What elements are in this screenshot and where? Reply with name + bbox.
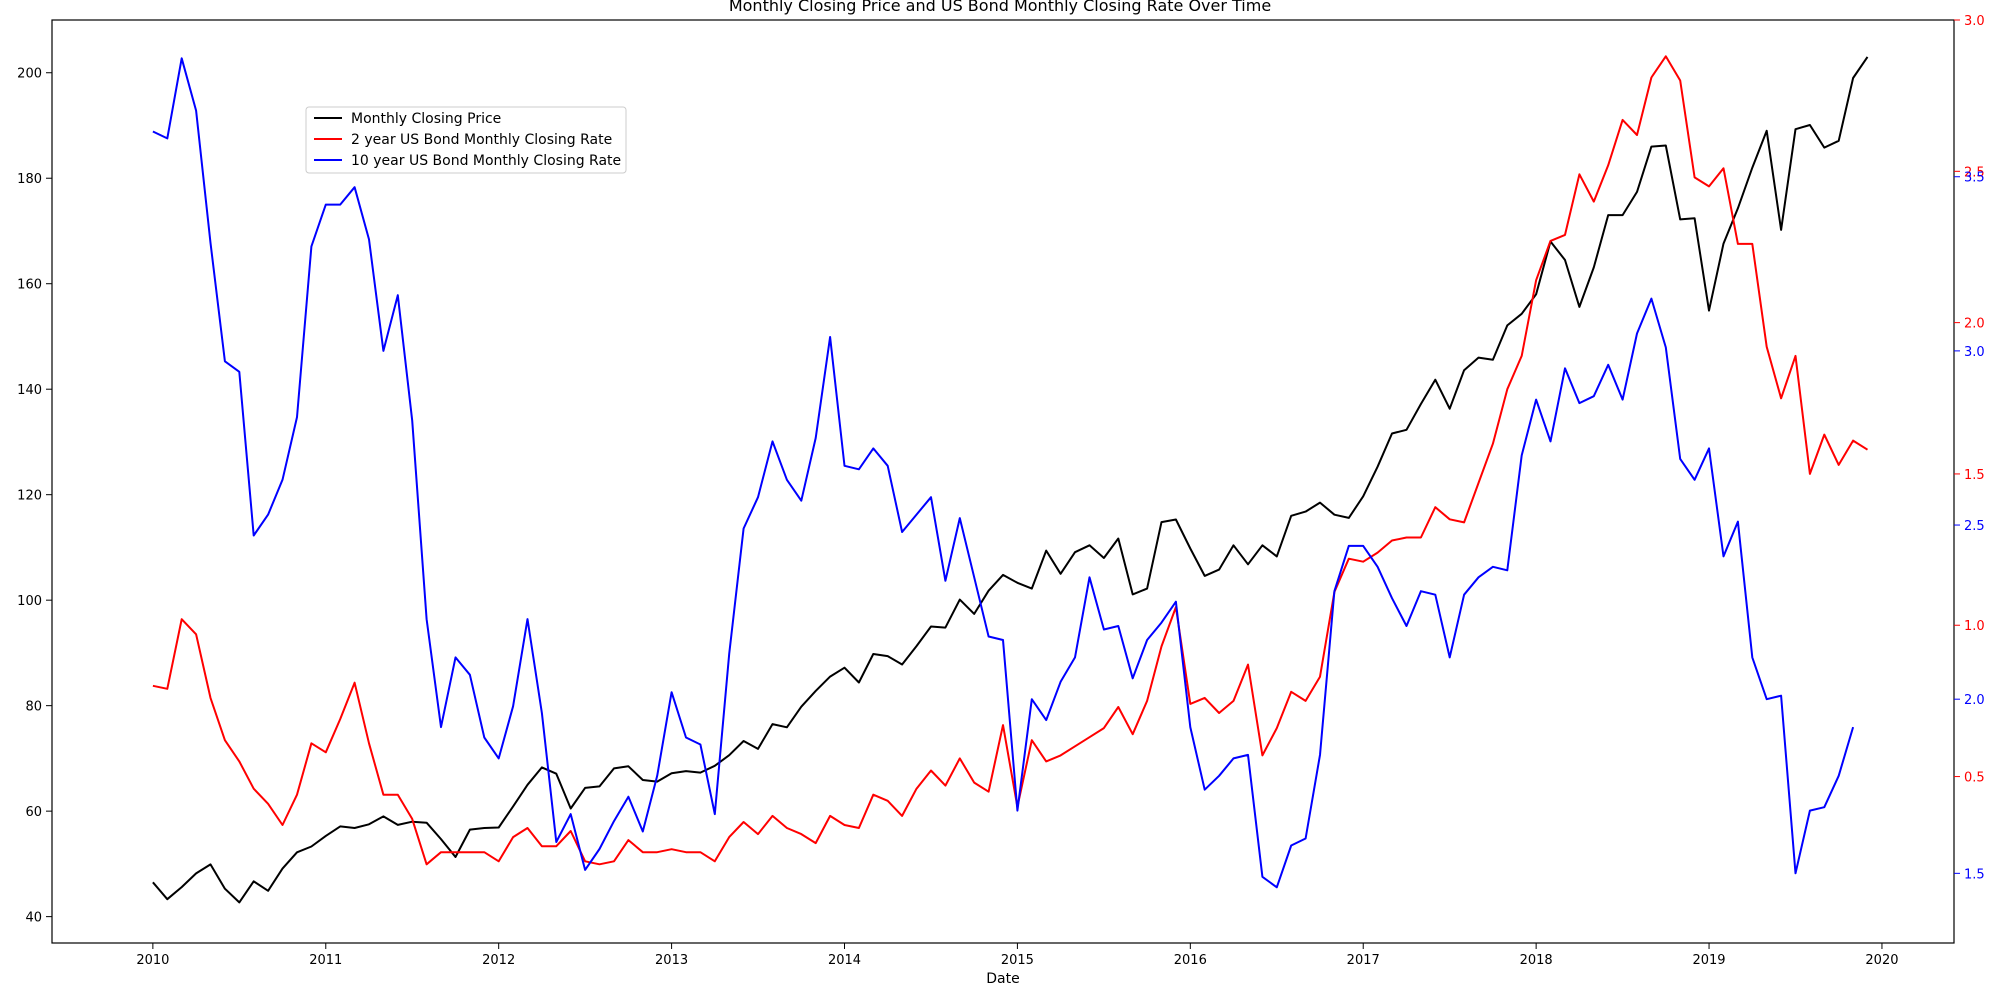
y-left-tick-label: 140 bbox=[17, 383, 42, 398]
x-tick-label: 2018 bbox=[1520, 953, 1553, 968]
y-right-tick-label: 1.5 bbox=[1964, 867, 1985, 882]
y-axis-right-10y: 1.5 2.0 2.5 3.0 3.5 bbox=[1954, 171, 1985, 882]
x-tick-label: 2012 bbox=[482, 953, 515, 968]
x-tick-label: 2015 bbox=[1001, 953, 1034, 968]
x-tick-label: 2010 bbox=[136, 953, 169, 968]
x-axis-label: Date bbox=[986, 971, 1019, 987]
x-tick-label: 2016 bbox=[1174, 953, 1207, 968]
y-right-tick-label: 2.5 bbox=[1964, 165, 1985, 180]
y-left-tick-label: 100 bbox=[17, 594, 42, 609]
series-layer bbox=[152, 55, 1869, 904]
y-axis-left: 40 60 80 100 120 140 160 180 200 bbox=[17, 67, 52, 926]
series-line-0 bbox=[152, 56, 1869, 904]
plot-area bbox=[51, 19, 1955, 944]
x-tick-label: 2019 bbox=[1692, 953, 1725, 968]
chart-title: Monthly Closing Price and US Bond Monthl… bbox=[729, 0, 1271, 15]
x-tick-label: 2014 bbox=[828, 953, 861, 968]
y-left-tick-label: 60 bbox=[25, 805, 42, 820]
y-right-tick-label: 1.0 bbox=[1964, 619, 1985, 634]
y-left-tick-label: 40 bbox=[25, 911, 42, 926]
y-right-tick-label: 3.0 bbox=[1964, 14, 1985, 29]
y-right-tick-label: 3.0 bbox=[1964, 345, 1985, 360]
x-tick-label: 2013 bbox=[655, 953, 688, 968]
y-right-tick-label: 1.5 bbox=[1964, 468, 1985, 483]
y-right-tick-label: 3.5 bbox=[1964, 171, 1985, 186]
y-left-tick-label: 160 bbox=[17, 278, 42, 293]
y-left-tick-label: 180 bbox=[17, 172, 42, 187]
x-tick-label: 2011 bbox=[309, 953, 342, 968]
y-right-tick-label: 2.0 bbox=[1964, 317, 1985, 332]
y-right-tick-label: 0.5 bbox=[1964, 771, 1985, 786]
y-right-tick-label: 2.0 bbox=[1964, 693, 1985, 708]
y-axis-right-2y: 0.5 1.0 1.5 2.0 2.5 3.0 bbox=[1954, 14, 1985, 786]
legend-entry: 2 year US Bond Monthly Closing Rate bbox=[351, 132, 612, 148]
series-line-1 bbox=[152, 55, 1869, 866]
legend: Monthly Closing Price 2 year US Bond Mont… bbox=[305, 106, 627, 174]
legend-entry: Monthly Closing Price bbox=[351, 111, 501, 127]
y-left-tick-label: 200 bbox=[17, 67, 42, 82]
y-right-tick-label: 2.5 bbox=[1964, 519, 1985, 534]
x-axis: 2010 2011 2012 2013 2014 2015 2016 2017 2018 2019… bbox=[136, 943, 1899, 968]
y-left-tick-label: 120 bbox=[17, 489, 42, 504]
x-tick-label: 2017 bbox=[1347, 953, 1380, 968]
legend-box bbox=[305, 106, 627, 174]
series-line-2 bbox=[152, 57, 1855, 889]
x-tick-label: 2020 bbox=[1865, 953, 1898, 968]
legend-entry: 10 year US Bond Monthly Closing Rate bbox=[351, 153, 621, 169]
y-left-tick-label: 80 bbox=[25, 700, 42, 715]
